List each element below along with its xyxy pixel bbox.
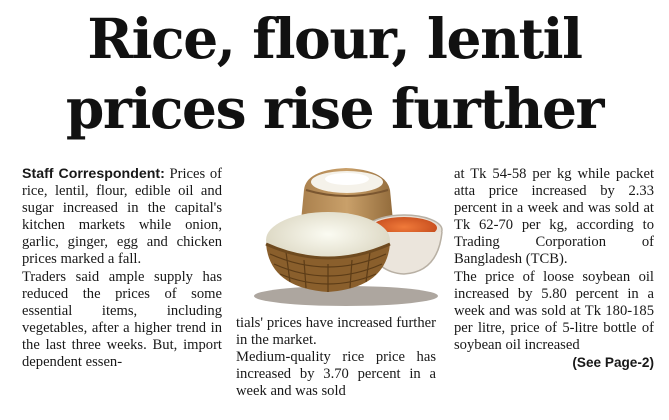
article-paragraph: Traders said ample supply has reduced th… xyxy=(22,268,222,371)
see-page-link: (See Page-2) xyxy=(572,355,654,371)
article-column-2: tials' prices have increased further in … xyxy=(236,315,436,400)
article-paragraph: The price of loose soybean oil increased… xyxy=(454,268,654,370)
article-text: Prices of rice, lentil, flour, edible oi… xyxy=(22,166,222,268)
article-paragraph: Staff Correspondent: Prices of rice, len… xyxy=(22,166,222,269)
article-column-1: Staff Correspondent: Prices of rice, len… xyxy=(22,166,222,371)
byline: Staff Correspondent: xyxy=(22,166,165,182)
headline: Rice, flour, lentil prices rise further xyxy=(0,4,669,144)
article-column-3: at Tk 54-58 per kg while packet atta pri… xyxy=(454,166,654,371)
headline-line-2: prices rise further xyxy=(65,76,605,141)
groceries-photo xyxy=(254,168,443,306)
article-paragraph: Medium-quality rice price has increased … xyxy=(236,349,436,400)
article-paragraph: at Tk 54-58 per kg while packet atta pri… xyxy=(454,166,654,268)
article-text: The price of loose soybean oil increased… xyxy=(454,268,654,353)
headline-line-1: Rice, flour, lentil xyxy=(87,6,583,71)
article-paragraph: tials' prices have increased further in … xyxy=(236,315,436,349)
